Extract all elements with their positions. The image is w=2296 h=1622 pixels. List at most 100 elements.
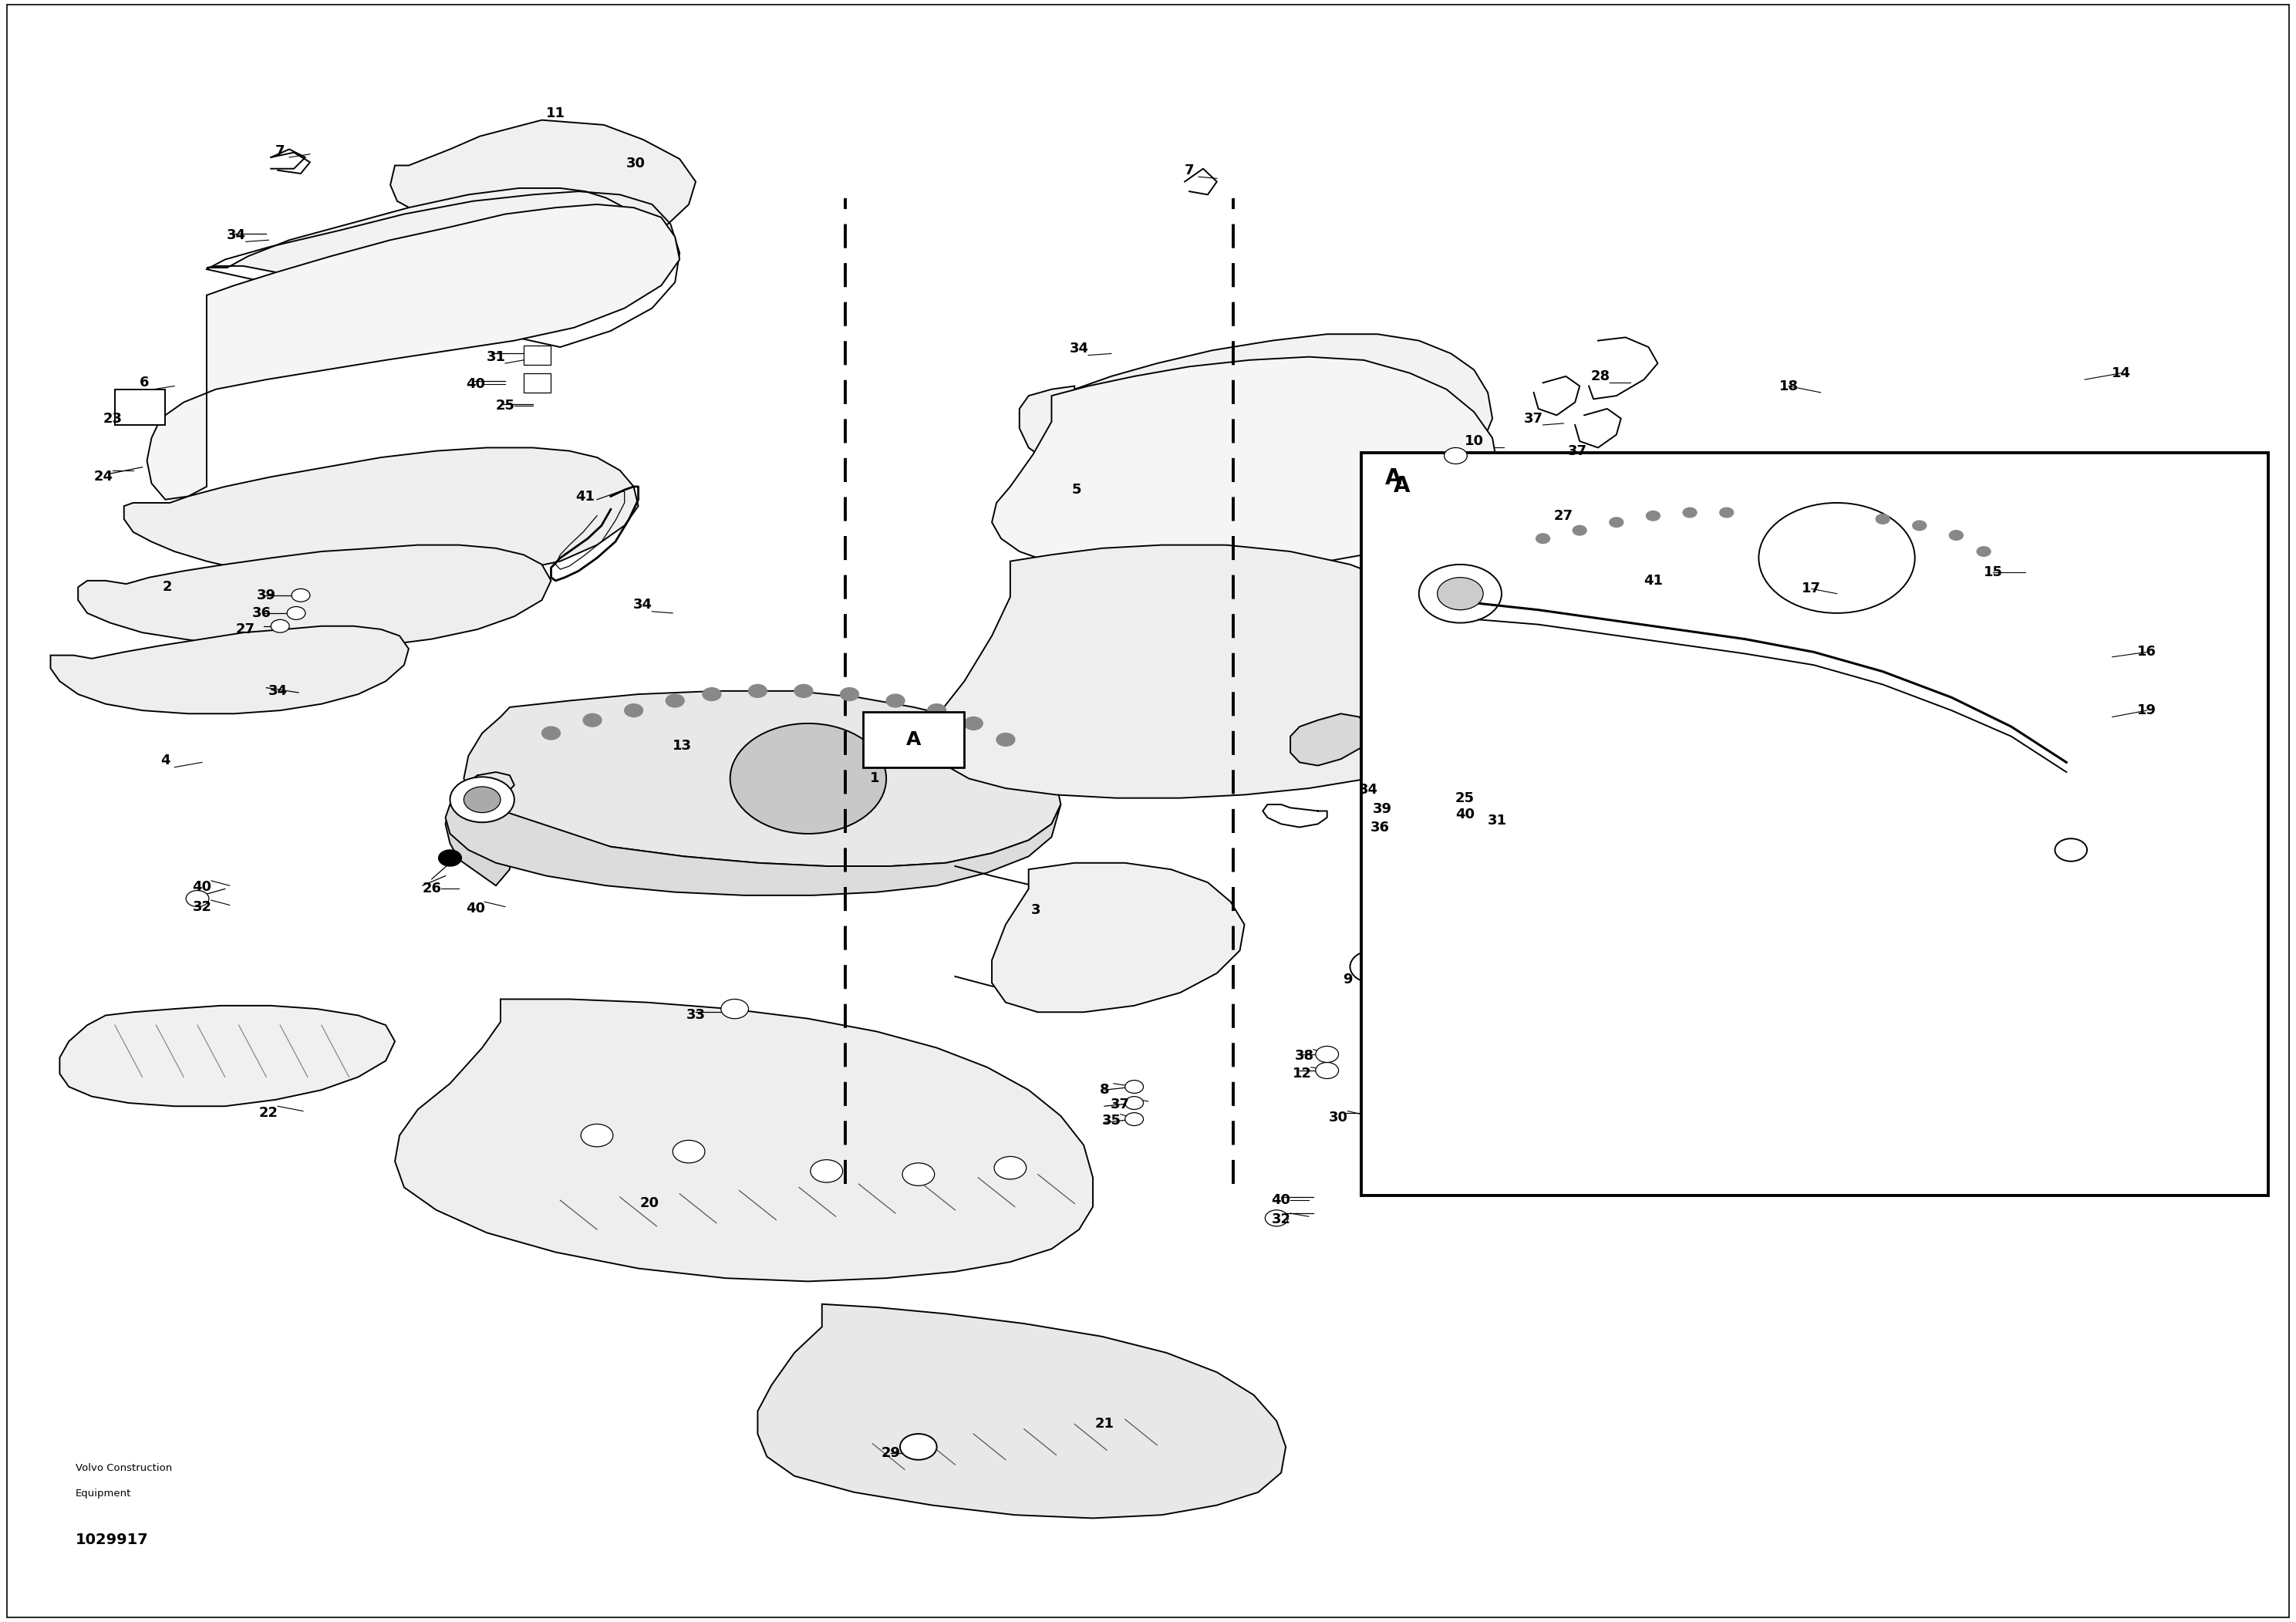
Text: 40: 40 — [466, 902, 484, 915]
Polygon shape — [124, 448, 638, 581]
Circle shape — [840, 688, 859, 701]
Text: A: A — [1384, 467, 1403, 490]
Circle shape — [1949, 530, 1963, 540]
Text: 40: 40 — [466, 378, 484, 391]
Polygon shape — [1019, 334, 1492, 493]
Text: 37: 37 — [1525, 412, 1543, 425]
Circle shape — [186, 890, 209, 907]
Text: 27: 27 — [236, 623, 255, 636]
Text: 39: 39 — [1373, 803, 1391, 816]
Circle shape — [794, 684, 813, 697]
Circle shape — [1362, 1105, 1384, 1121]
Text: 40: 40 — [193, 881, 211, 894]
Circle shape — [886, 694, 905, 707]
Text: 19: 19 — [2138, 704, 2156, 717]
Circle shape — [996, 733, 1015, 746]
Text: 38: 38 — [1295, 1049, 1313, 1062]
Text: 21: 21 — [1095, 1418, 1114, 1431]
Polygon shape — [1290, 714, 1368, 766]
Text: 12: 12 — [1293, 1067, 1311, 1080]
Circle shape — [1437, 577, 1483, 610]
Polygon shape — [2030, 756, 2094, 801]
Polygon shape — [445, 798, 510, 886]
Polygon shape — [992, 863, 1244, 1012]
Circle shape — [1683, 508, 1697, 517]
Text: 3: 3 — [1031, 903, 1040, 916]
Text: 9: 9 — [1343, 973, 1352, 986]
Circle shape — [1720, 508, 1733, 517]
Text: 7: 7 — [1185, 164, 1194, 177]
Text: 34: 34 — [269, 684, 287, 697]
Text: 17: 17 — [1802, 582, 1821, 595]
Text: A: A — [907, 730, 921, 749]
Circle shape — [581, 1124, 613, 1147]
Text: Equipment: Equipment — [76, 1489, 131, 1499]
Circle shape — [730, 723, 886, 834]
Circle shape — [1265, 1210, 1288, 1226]
Text: 34: 34 — [1359, 783, 1378, 796]
Circle shape — [1125, 1113, 1143, 1126]
Circle shape — [1977, 547, 1991, 556]
Polygon shape — [932, 545, 1497, 798]
Circle shape — [810, 1160, 843, 1182]
Text: Volvo Construction: Volvo Construction — [76, 1463, 172, 1473]
Circle shape — [964, 717, 983, 730]
Text: 13: 13 — [673, 740, 691, 753]
Text: 14: 14 — [2112, 367, 2131, 380]
Text: 37: 37 — [1568, 444, 1587, 457]
Text: 1: 1 — [870, 772, 879, 785]
Polygon shape — [1915, 545, 2048, 782]
Circle shape — [1646, 511, 1660, 521]
Text: 11: 11 — [546, 107, 565, 120]
Text: 32: 32 — [193, 900, 211, 913]
Polygon shape — [390, 120, 696, 247]
Polygon shape — [78, 545, 551, 649]
Bar — [1362, 453, 2268, 1195]
Text: 4: 4 — [161, 754, 170, 767]
Text: 33: 33 — [687, 1009, 705, 1022]
Circle shape — [1419, 564, 1502, 623]
Circle shape — [287, 607, 305, 620]
Text: 35: 35 — [1102, 1114, 1120, 1127]
Text: 5: 5 — [1072, 483, 1081, 496]
Text: 41: 41 — [576, 490, 595, 503]
Text: 8: 8 — [1100, 1083, 1109, 1096]
Text: 1029917: 1029917 — [76, 1533, 149, 1547]
Text: 26: 26 — [422, 882, 441, 895]
Circle shape — [1316, 1046, 1339, 1062]
Text: 25: 25 — [1456, 792, 1474, 805]
Text: 39: 39 — [257, 589, 276, 602]
Text: 20: 20 — [641, 1197, 659, 1210]
Circle shape — [1444, 448, 1467, 464]
Text: A: A — [1394, 475, 1410, 496]
Circle shape — [703, 688, 721, 701]
Circle shape — [1609, 517, 1623, 527]
Polygon shape — [445, 798, 1061, 895]
Polygon shape — [758, 1304, 1286, 1518]
Text: 18: 18 — [1779, 380, 1798, 393]
Text: 31: 31 — [487, 350, 505, 363]
Circle shape — [748, 684, 767, 697]
Circle shape — [2055, 839, 2087, 861]
Text: 41: 41 — [1644, 574, 1662, 587]
Circle shape — [439, 850, 461, 866]
Circle shape — [994, 1156, 1026, 1179]
Text: 23: 23 — [103, 412, 122, 425]
Polygon shape — [992, 357, 1497, 571]
Bar — [523, 373, 551, 393]
Text: 6: 6 — [140, 376, 149, 389]
Bar — [523, 345, 551, 365]
Text: 10: 10 — [1465, 435, 1483, 448]
Circle shape — [1488, 827, 1515, 847]
Circle shape — [1350, 950, 1396, 983]
Circle shape — [1474, 806, 1502, 826]
Text: 34: 34 — [1070, 342, 1088, 355]
Text: 2: 2 — [163, 581, 172, 594]
Text: 15: 15 — [1984, 566, 2002, 579]
Text: 30: 30 — [1329, 1111, 1348, 1124]
Text: 36: 36 — [1371, 821, 1389, 834]
Circle shape — [625, 704, 643, 717]
Polygon shape — [1446, 487, 1511, 532]
Polygon shape — [147, 204, 680, 500]
Circle shape — [542, 727, 560, 740]
